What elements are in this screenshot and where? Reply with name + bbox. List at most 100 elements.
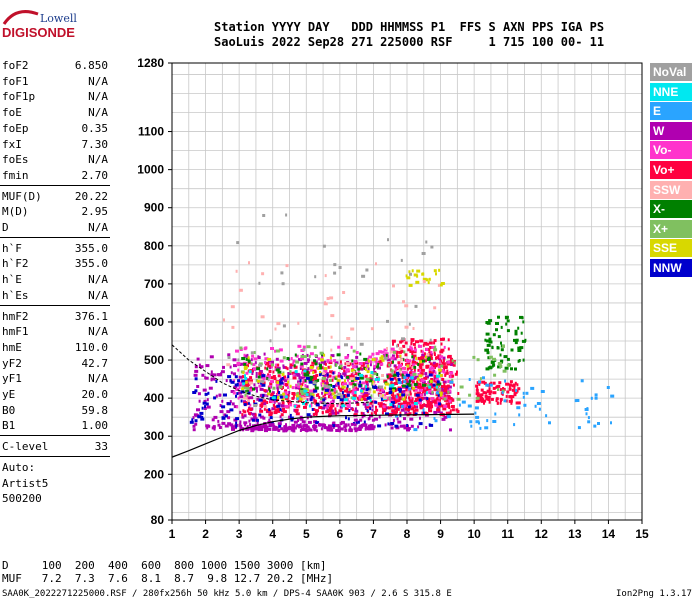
echo-point [189, 420, 194, 424]
echo-point [411, 355, 414, 359]
echo-point [390, 347, 395, 351]
echo-point [312, 371, 315, 375]
echo-point [489, 383, 493, 387]
echo-point [262, 416, 266, 420]
echo-point [343, 366, 347, 369]
x-tick-label: 11 [501, 527, 514, 541]
echo-point [271, 407, 276, 411]
echo-point [438, 268, 441, 272]
echo-point [407, 389, 410, 393]
echo-point [433, 374, 437, 378]
echo-point [365, 268, 369, 272]
echo-point [300, 357, 305, 361]
echo-point [366, 427, 370, 431]
echo-point [205, 364, 210, 368]
echo-point [240, 362, 244, 366]
echo-point [353, 398, 356, 402]
echo-point [492, 333, 496, 337]
echo-point [425, 365, 430, 368]
echo-point [433, 387, 436, 391]
echo-point [326, 378, 329, 382]
echo-point [508, 399, 512, 403]
echo-point [428, 367, 432, 371]
echo-point [268, 408, 271, 412]
echo-point [321, 371, 325, 375]
param-value: N/A [88, 288, 108, 302]
echo-point [331, 392, 335, 396]
echo-point [350, 327, 355, 331]
x-tick-label: 9 [437, 527, 444, 541]
echo-point [278, 385, 283, 389]
echo-point [420, 368, 425, 372]
echo-point [301, 374, 304, 377]
echo-point [413, 365, 417, 369]
echo-point [433, 379, 436, 383]
echo-point [412, 354, 417, 358]
echo-point [369, 407, 372, 411]
echo-point [200, 417, 205, 421]
param-divider [0, 455, 110, 457]
echo-point [401, 337, 405, 341]
echo-point [429, 362, 433, 366]
echo-point [474, 406, 479, 410]
echo-point [238, 288, 243, 292]
echo-point [405, 385, 409, 389]
echo-point [330, 348, 333, 352]
echo-point [356, 387, 359, 391]
echo-point [314, 354, 318, 358]
echo-point [261, 374, 266, 378]
param-label: foE [2, 106, 22, 120]
echo-point [428, 409, 433, 413]
echo-point [372, 390, 376, 394]
echo-point [245, 386, 250, 390]
echo-point [297, 404, 301, 408]
echo-point [240, 399, 243, 403]
echo-point [305, 425, 310, 429]
echo-point [357, 367, 361, 371]
echo-point [420, 349, 423, 353]
echo-point [518, 359, 521, 362]
echo-point [444, 394, 446, 398]
echo-point [369, 363, 372, 367]
echo-point [210, 370, 213, 374]
echo-point [456, 370, 458, 374]
echo-point [324, 393, 327, 397]
echo-point [521, 339, 526, 343]
echo-point [408, 396, 410, 400]
echo-point [439, 350, 444, 354]
echo-point [324, 367, 328, 371]
echo-point [238, 375, 243, 379]
echo-point [433, 410, 438, 414]
echo-point [390, 356, 395, 360]
echo-point [440, 348, 445, 352]
echo-point [254, 361, 257, 365]
echo-point [436, 385, 438, 389]
echo-point [406, 367, 409, 371]
echo-point [386, 319, 389, 323]
echo-point [509, 380, 513, 384]
echo-point [486, 321, 491, 325]
echo-point [436, 391, 439, 395]
echo-point [314, 383, 317, 387]
y-tick-label: 600 [144, 315, 164, 329]
echo-point [361, 381, 366, 385]
echo-point [268, 418, 271, 422]
echo-point [403, 399, 407, 403]
echo-point [271, 396, 276, 400]
echo-point [299, 423, 302, 427]
echo-point [345, 362, 350, 365]
echo-point [276, 386, 280, 390]
echo-point [485, 332, 490, 336]
echo-point [360, 367, 364, 371]
echo-point [338, 266, 342, 269]
echo-point [373, 410, 377, 414]
echo-point [201, 406, 204, 410]
echo-point [441, 385, 444, 388]
echo-point [365, 407, 368, 410]
echo-point [392, 357, 397, 361]
echo-point [445, 411, 448, 415]
echo-point [417, 401, 422, 405]
param-value: 0.35 [81, 121, 109, 135]
echo-point [335, 424, 339, 428]
echo-point [256, 389, 258, 393]
